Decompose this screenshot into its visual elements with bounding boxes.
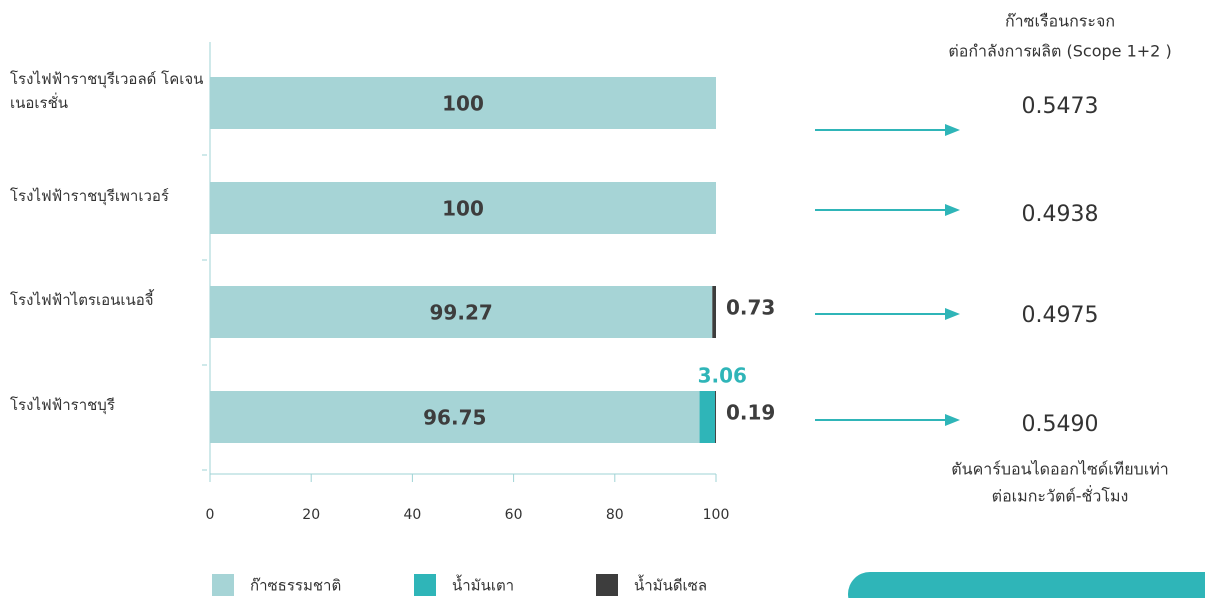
x-tick-label: 100 xyxy=(703,507,730,523)
data-label: 0.73 xyxy=(726,296,775,320)
y-tick-label: โรงไฟฟ้าราชบุรีเวอลด์ โคเจนเนอเรชั่น xyxy=(10,70,204,112)
bar xyxy=(210,286,713,338)
bar xyxy=(715,391,716,443)
data-label: 100 xyxy=(442,197,484,221)
arrow-head xyxy=(945,124,960,136)
bar xyxy=(712,286,716,338)
data-label: 0.19 xyxy=(726,401,775,425)
y-tick-label: โรงไฟฟ้าไตรเอนเนอจี้ xyxy=(10,291,154,309)
button[interactable] xyxy=(848,572,1205,598)
y-tick-label: โรงไฟฟ้าราชบุรีเพาเวอร์ xyxy=(10,187,169,205)
data-label: 99.27 xyxy=(430,301,493,325)
bar xyxy=(210,77,716,129)
unit-label: ต่อเมกะวัตต์-ชั่วโมง xyxy=(992,485,1129,506)
intensity-value: 0.4938 xyxy=(1022,202,1099,227)
intensity-value: 0.5490 xyxy=(1022,412,1099,437)
x-tick-label: 60 xyxy=(505,507,523,523)
panel-title: ก๊าซเรือนกระจก xyxy=(1005,12,1115,31)
x-tick-label: 20 xyxy=(302,507,320,523)
panel-title: ต่อกำลังการผลิต (Scope 1+2 ) xyxy=(948,42,1171,61)
intensity-value: 0.4975 xyxy=(1022,303,1099,328)
legend-swatch xyxy=(212,574,234,596)
data-label: 3.06 xyxy=(698,364,747,388)
legend-label: น้ำมันเตา xyxy=(452,575,514,595)
unit-label: ตันคาร์บอนไดออกไซด์เทียบเท่า xyxy=(951,460,1169,479)
y-tick-label: โรงไฟฟ้าราชบุรี xyxy=(10,396,115,414)
legend-swatch xyxy=(414,574,436,596)
legend-swatch xyxy=(596,574,618,596)
bar xyxy=(210,182,716,234)
bar xyxy=(699,391,716,443)
legend-label: น้ำมันดีเซล xyxy=(634,575,707,595)
x-tick-label: 80 xyxy=(606,507,624,523)
bar xyxy=(210,391,700,443)
data-label: 96.75 xyxy=(423,406,486,430)
data-label: 100 xyxy=(442,92,484,116)
arrow-head xyxy=(945,204,960,216)
x-tick-label: 40 xyxy=(403,507,421,523)
arrow-head xyxy=(945,414,960,426)
arrow-head xyxy=(945,308,960,320)
x-tick-label: 0 xyxy=(206,507,215,523)
intensity-value: 0.5473 xyxy=(1022,94,1099,119)
legend-label: ก๊าซธรรมชาติ xyxy=(250,577,341,595)
